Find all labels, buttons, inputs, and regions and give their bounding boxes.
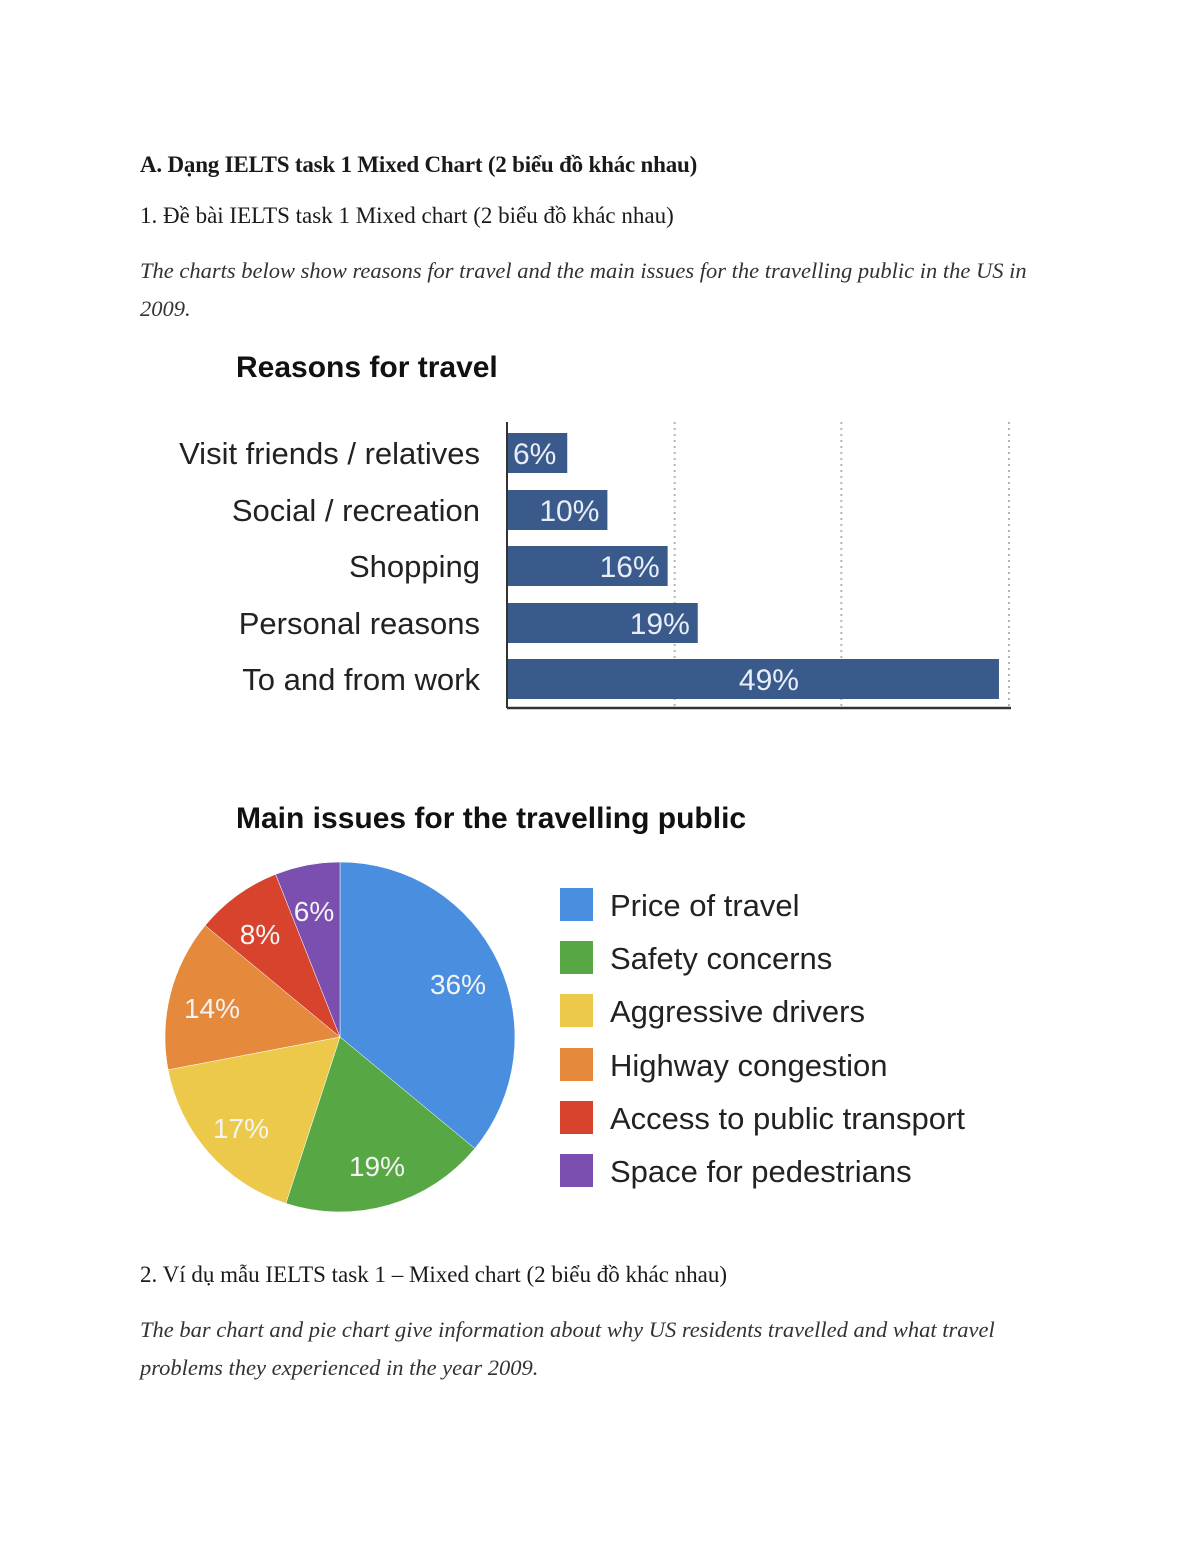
bar (507, 546, 668, 586)
legend-label: Access to public transport (610, 1101, 965, 1136)
section-heading-1: 1. Đề bài IELTS task 1 Mixed chart (2 bi… (140, 203, 674, 228)
legend-label: Price of travel (610, 888, 800, 923)
bar-chart: Visit friends / relatives 6% Social / recr… (179, 422, 1011, 710)
legend-label: Space for pedestrians (610, 1154, 912, 1189)
bar-value-label: 16% (600, 551, 660, 584)
pie-slice (339, 861, 516, 1149)
pie-slice (275, 861, 341, 1038)
legend-swatch (560, 888, 593, 921)
bar (507, 490, 608, 530)
legend-swatch (560, 941, 593, 974)
legend-label: Highway congestion (610, 1048, 887, 1083)
legend-swatch (560, 1154, 593, 1187)
sample-intro: The bar chart and pie chart give informa… (140, 1317, 995, 1380)
pie-value-label: 17% (213, 1113, 269, 1144)
bar-category-label: Social / recreation (232, 493, 480, 528)
pie-chart: 36% 19% 17% 14% 8% 6% Price of travel Safety co… (164, 861, 965, 1213)
bar-category-label: Shopping (349, 549, 480, 584)
section-heading-2: 2. Ví dụ mẫu IELTS task 1 – Mixed chart … (140, 1262, 728, 1287)
bar-value-label: 10% (539, 495, 599, 528)
bar (507, 659, 999, 699)
bar-value-label: 49% (739, 664, 799, 697)
pie-chart-title: Main issues for the travelling public (236, 802, 747, 835)
bar-category-label: Personal reasons (239, 606, 480, 641)
legend-label: Safety concerns (610, 941, 832, 976)
bar-value-label: 19% (630, 608, 690, 641)
task-prompt: The charts below show reasons for travel… (140, 258, 1027, 321)
pie-value-label: 14% (184, 993, 240, 1024)
bar-chart-title: Reasons for travel (236, 351, 498, 384)
legend-swatch (560, 994, 593, 1027)
legend-swatch (560, 1101, 593, 1134)
pie-value-label: 19% (349, 1151, 405, 1182)
legend-swatch (560, 1048, 593, 1081)
section-heading-a: A. Dạng IELTS task 1 Mixed Chart (2 biểu… (140, 152, 698, 177)
bar-category-label: To and from work (242, 662, 480, 697)
bar (507, 603, 698, 643)
pie-value-label: 36% (430, 969, 486, 1000)
pie-slice (285, 1036, 476, 1213)
pie-value-label: 8% (240, 919, 280, 950)
bar-category-label: Visit friends / relatives (179, 436, 480, 471)
legend-label: Aggressive drivers (610, 994, 865, 1029)
pie-value-label: 6% (294, 896, 334, 927)
bar (507, 433, 568, 473)
pie-slice (164, 925, 341, 1071)
bar-value-label: 6% (513, 438, 556, 471)
pie-slice (167, 1036, 341, 1204)
